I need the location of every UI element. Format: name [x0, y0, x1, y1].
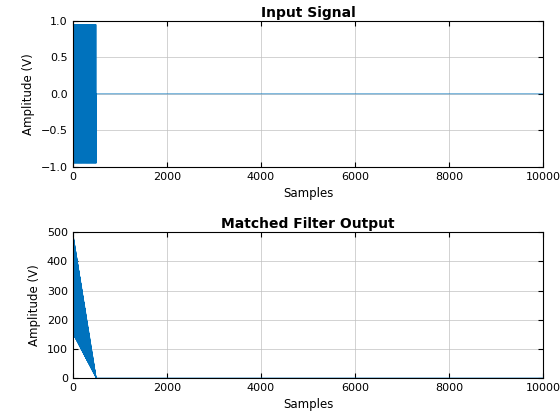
- Y-axis label: Amplitude (V): Amplitude (V): [28, 264, 41, 346]
- Title: Input Signal: Input Signal: [260, 6, 356, 20]
- Y-axis label: Amplitude (V): Amplitude (V): [22, 53, 35, 135]
- Title: Matched Filter Output: Matched Filter Output: [221, 217, 395, 231]
- X-axis label: Samples: Samples: [283, 399, 333, 412]
- X-axis label: Samples: Samples: [283, 187, 333, 200]
